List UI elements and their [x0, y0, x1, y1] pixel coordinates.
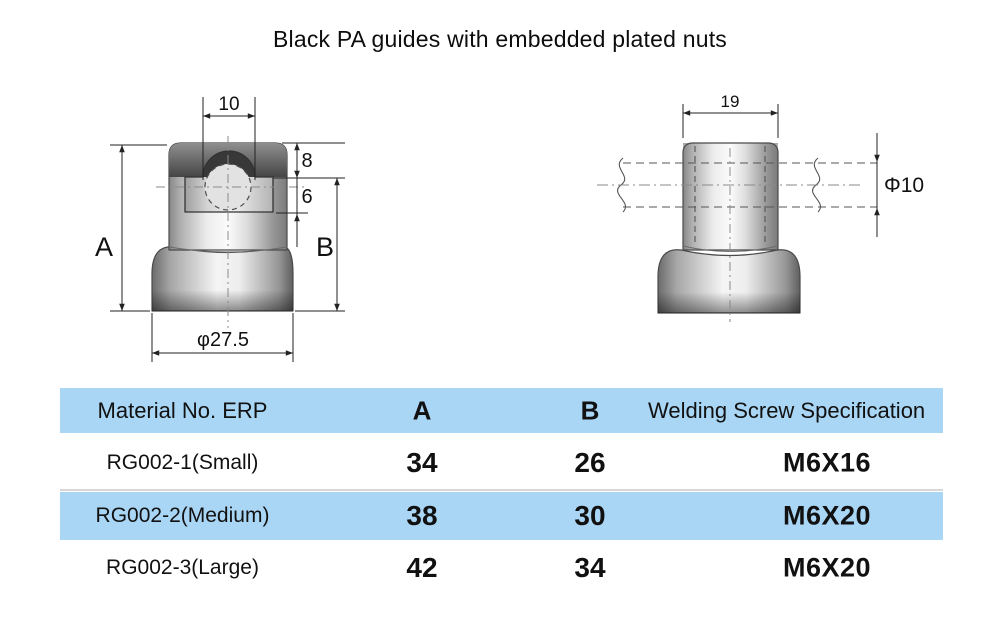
cell-spec-value: M6X20: [782, 500, 872, 531]
dim-label-rod-diameter: Φ10: [884, 174, 924, 197]
cell-material: RG002-3(Large): [106, 556, 259, 579]
cell-spec-value: M6X16: [782, 447, 872, 477]
dim-label-base-diameter: φ27.5: [197, 329, 249, 351]
cell-spec-value: M6X20: [782, 552, 872, 583]
dim-label-slot-height: 6: [301, 186, 312, 208]
dim-side-height: [295, 178, 345, 312]
dim-overall-height: [110, 144, 167, 312]
row-separator: [60, 489, 943, 491]
dim-label-top-to-slot: 8: [301, 150, 312, 172]
page-title: Black PA guides with embedded plated nut…: [272, 26, 727, 52]
side-view-drawing: 19 Φ10: [597, 92, 924, 322]
header-a: A: [412, 395, 432, 425]
cell-a-value: 38: [406, 500, 438, 531]
cell-material: RG002-2(Medium): [95, 504, 270, 527]
table-row-large: RG002-3(Large) 42 34 M6X20: [60, 540, 943, 596]
header-b: B: [580, 395, 600, 425]
technical-drawings: 10 8 6 A B: [95, 92, 924, 362]
table-row-medium: RG002-2(Medium) 38 30 M6X20: [60, 492, 943, 540]
front-base-shadow: [152, 290, 293, 311]
front-view-drawing: 10 8 6 A B: [95, 94, 345, 362]
side-bore-hidden-lines: [694, 146, 766, 246]
header-material: Material No. ERP: [97, 397, 268, 423]
dim-top-width: [682, 104, 779, 138]
spec-table: Material No. ERP A B Welding Screw Speci…: [60, 388, 943, 598]
dim-label-top-width: 19: [721, 92, 740, 111]
dim-label-overall-height: A: [95, 232, 113, 262]
dim-slot-depths: [273, 142, 345, 247]
side-cylinder-shape: [682, 142, 779, 251]
table-header-row: Material No. ERP A B Welding Screw Speci…: [60, 388, 943, 433]
cell-a-value: 34: [406, 446, 438, 478]
header-spec: Welding Screw Specification: [648, 397, 926, 423]
dim-base-diameter: [151, 313, 294, 362]
cell-b-value: 30: [574, 500, 606, 531]
rod-hidden-lines: [623, 162, 877, 208]
cell-material: RG002-1(Small): [106, 450, 259, 474]
table-row-small: RG002-1(Small) 34 26 M6X16: [60, 433, 943, 492]
dim-slot-width: [202, 97, 256, 180]
dim-label-side-height: B: [316, 232, 334, 262]
side-base-shadow: [658, 292, 800, 313]
cell-b-value: 34: [574, 552, 606, 583]
front-top-band: [169, 143, 287, 177]
dim-label-slot-width: 10: [218, 94, 239, 115]
cell-b-value: 26: [574, 446, 606, 478]
cell-a-value: 42: [406, 552, 438, 583]
